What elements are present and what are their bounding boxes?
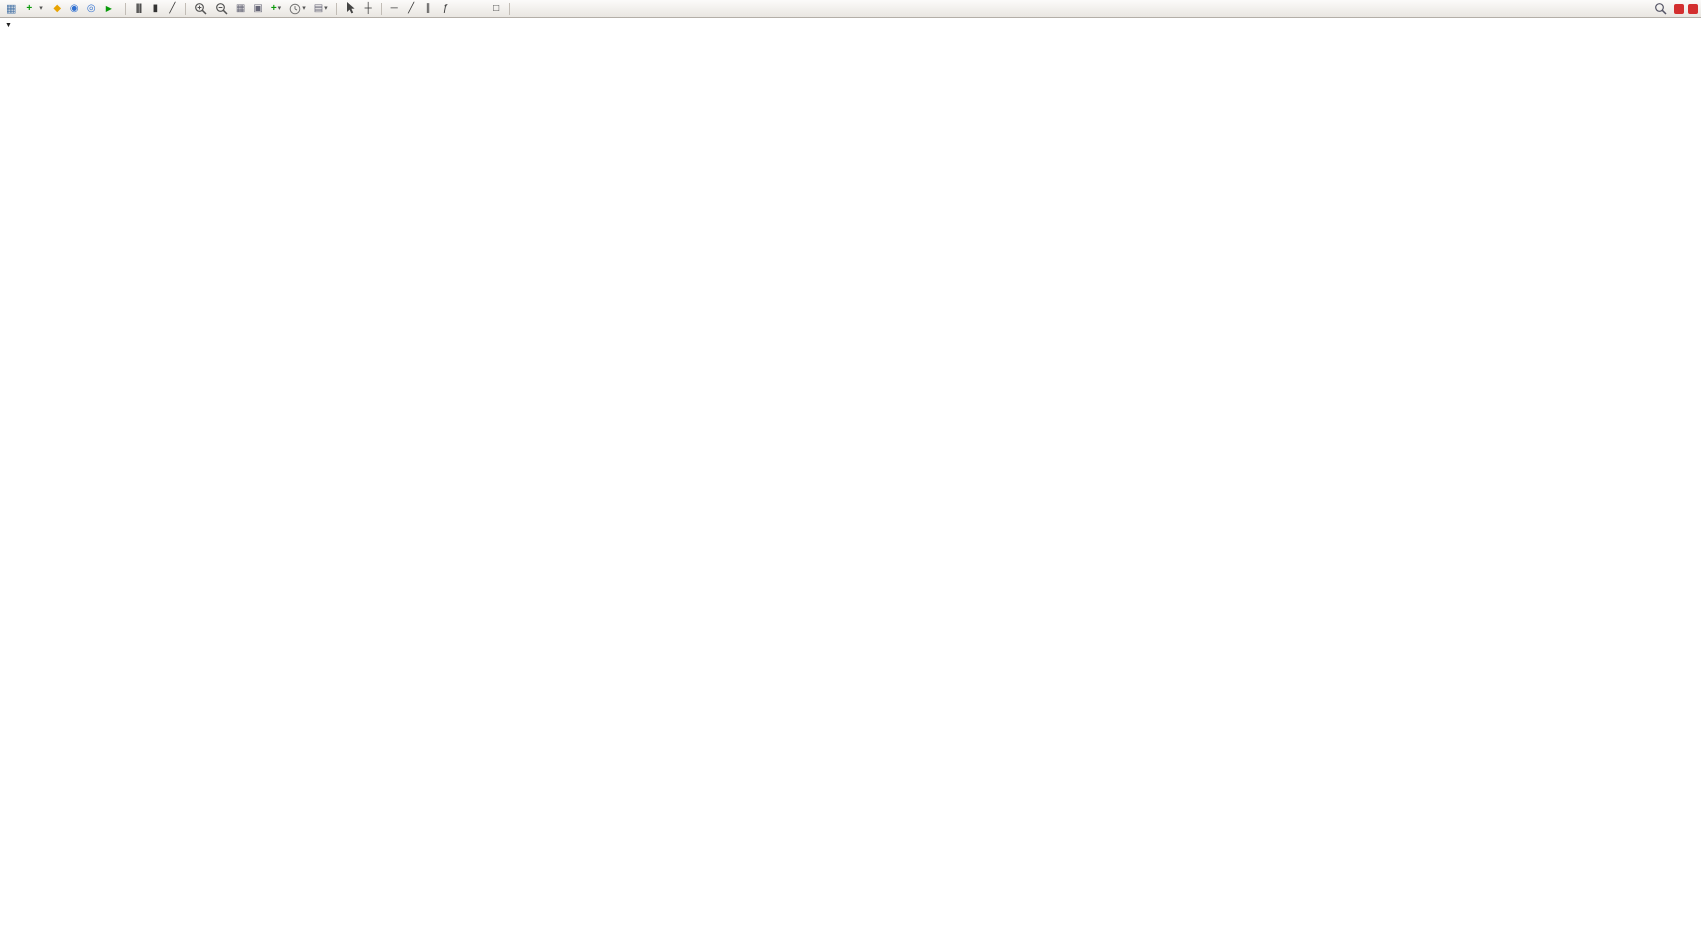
add-indicator-icon: +: [270, 2, 277, 14]
search-icon: [1655, 3, 1667, 15]
cascade-windows-button[interactable]: ▣: [253, 2, 263, 14]
market-watch-icon[interactable]: ◉: [69, 2, 79, 14]
new-order-button[interactable]: + ▾: [21, 1, 47, 17]
trendline-button[interactable]: ╱: [408, 2, 415, 14]
indicators-button[interactable]: + ▾: [268, 1, 284, 17]
toolbar-separator: [335, 2, 337, 15]
toolbar-separator: [124, 2, 126, 15]
auto-trading-button[interactable]: ▶: [101, 1, 120, 17]
cursor-icon: [346, 2, 355, 14]
notification-badge-2[interactable]: [1688, 3, 1698, 14]
favorites-icon[interactable]: ◆: [53, 2, 62, 14]
toolbar-separator: [508, 2, 510, 15]
main-toolbar: ▦ + ▾ ◆ ◉ ◎ ▶ ||| ▮ ╱ ▦ ▣ + ▾ ▾: [0, 0, 1701, 18]
zoom-in-icon: [195, 3, 207, 15]
symbol-quote-line: ▼: [5, 22, 26, 29]
toolbar-separator: [380, 2, 382, 15]
caret-down-icon: ▾: [39, 4, 43, 12]
shapes-button[interactable]: □: [493, 2, 500, 14]
bar-chart-type-button[interactable]: |||: [135, 2, 142, 14]
chart-window-icon[interactable]: ▦: [6, 2, 17, 15]
label-button[interactable]: [472, 1, 487, 17]
zoom-out-button[interactable]: [212, 1, 231, 17]
cursor-button[interactable]: [342, 1, 359, 17]
data-window-icon[interactable]: ◎: [86, 2, 96, 14]
caret-down-icon: ▾: [324, 4, 328, 12]
caret-down-icon: ▾: [302, 4, 306, 12]
zoom-in-button[interactable]: [191, 1, 210, 17]
crosshair-button[interactable]: ┼: [364, 2, 372, 14]
horizontal-line-button[interactable]: ─: [390, 2, 398, 14]
search-button[interactable]: [1651, 1, 1670, 17]
quick-trade-arrow-icon[interactable]: ▼: [5, 22, 12, 29]
channel-button[interactable]: ∥: [425, 2, 431, 14]
zoom-out-icon: [216, 3, 228, 15]
candlestick-chart-type-button[interactable]: ▮: [152, 2, 159, 14]
notification-badge-1[interactable]: [1674, 3, 1684, 14]
toolbar-separator: [184, 2, 186, 15]
fibonacci-button[interactable]: ƒ: [442, 2, 448, 14]
periods-button[interactable]: ▾: [286, 1, 309, 17]
templates-button[interactable]: ▤ ▾: [313, 2, 328, 14]
tile-windows-button[interactable]: ▦: [235, 2, 246, 14]
new-order-icon: +: [26, 2, 33, 14]
caret-down-icon: ▾: [277, 4, 282, 12]
text-button[interactable]: [455, 1, 470, 17]
clock-icon: [289, 3, 301, 14]
line-chart-type-button[interactable]: ╱: [169, 2, 176, 14]
play-icon: ▶: [105, 3, 112, 13]
